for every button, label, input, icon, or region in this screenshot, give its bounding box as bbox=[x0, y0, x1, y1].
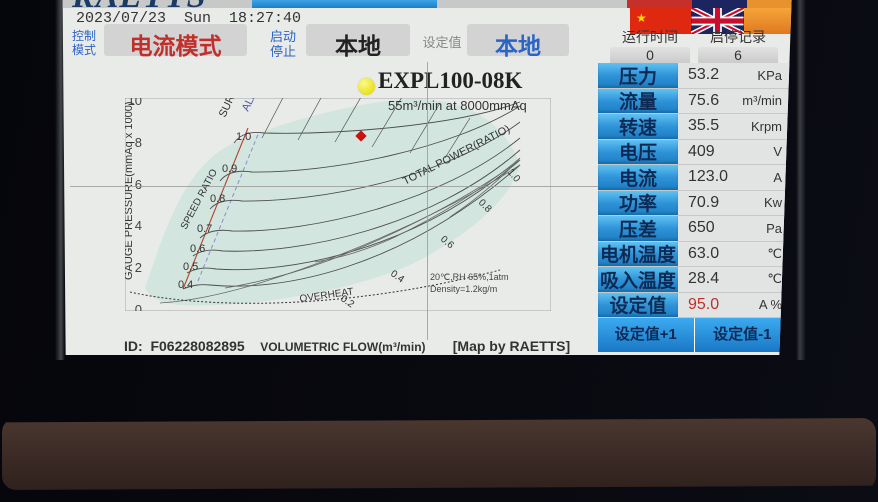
svg-text:0.6: 0.6 bbox=[190, 243, 205, 255]
svg-text:6: 6 bbox=[135, 177, 142, 192]
svg-text:20℃,RH 65%,1atm: 20℃,RH 65%,1atm bbox=[430, 272, 509, 282]
svg-text:0.9: 0.9 bbox=[222, 163, 237, 175]
svg-text:0: 0 bbox=[135, 302, 142, 311]
svg-text:2: 2 bbox=[135, 260, 142, 275]
svg-text:0.8: 0.8 bbox=[210, 193, 225, 205]
svg-text:1.0: 1.0 bbox=[236, 131, 251, 143]
svg-text:0.4: 0.4 bbox=[178, 279, 193, 291]
svg-text:0.5: 0.5 bbox=[183, 261, 198, 273]
svg-text:8: 8 bbox=[135, 135, 142, 150]
svg-text:0.7: 0.7 bbox=[197, 223, 212, 235]
svg-text:4: 4 bbox=[135, 218, 142, 233]
svg-text:GAUGE PRESSURE(mmAq x 1000): GAUGE PRESSURE(mmAq x 1000) bbox=[125, 102, 135, 281]
svg-text:Density=1.2kg/m: Density=1.2kg/m bbox=[430, 284, 497, 294]
